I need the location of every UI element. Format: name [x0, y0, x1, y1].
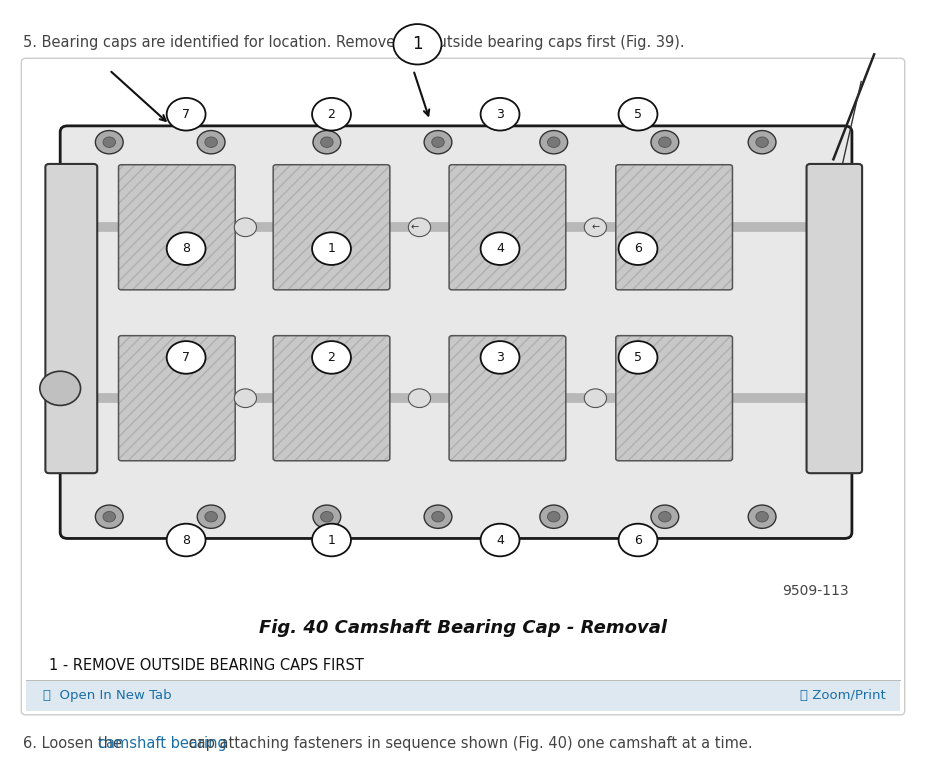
Text: 6: 6	[634, 534, 642, 546]
FancyBboxPatch shape	[60, 126, 852, 538]
FancyBboxPatch shape	[616, 336, 732, 461]
Circle shape	[312, 524, 351, 556]
FancyBboxPatch shape	[273, 336, 390, 461]
FancyBboxPatch shape	[449, 336, 566, 461]
Circle shape	[95, 505, 123, 528]
Text: 1: 1	[328, 242, 335, 255]
FancyBboxPatch shape	[119, 165, 235, 290]
Circle shape	[103, 137, 116, 148]
Text: 6: 6	[634, 242, 642, 255]
Circle shape	[651, 131, 679, 154]
Circle shape	[197, 505, 225, 528]
Circle shape	[234, 389, 257, 408]
FancyBboxPatch shape	[449, 165, 566, 290]
Circle shape	[95, 131, 123, 154]
Circle shape	[205, 511, 218, 522]
Bar	[26, 680, 900, 711]
Circle shape	[658, 511, 671, 522]
Circle shape	[197, 131, 225, 154]
Text: 8: 8	[182, 242, 190, 255]
Circle shape	[547, 511, 560, 522]
Text: 5. Bearing caps are identified for location. Remove the outside bearing caps fir: 5. Bearing caps are identified for locat…	[23, 35, 684, 50]
Text: 7: 7	[182, 351, 190, 364]
Text: 🔍 Zoom/Print: 🔍 Zoom/Print	[800, 689, 886, 702]
Text: 2: 2	[328, 108, 335, 120]
Text: 5: 5	[634, 108, 642, 120]
Circle shape	[748, 131, 776, 154]
Text: camshaft bearing: camshaft bearing	[98, 736, 227, 751]
Text: ←: ←	[411, 222, 419, 232]
Circle shape	[651, 505, 679, 528]
Text: ⧉  Open In New Tab: ⧉ Open In New Tab	[43, 689, 171, 702]
Circle shape	[167, 524, 206, 556]
FancyBboxPatch shape	[21, 58, 905, 715]
Circle shape	[320, 511, 333, 522]
Circle shape	[103, 511, 116, 522]
Text: 2: 2	[328, 351, 335, 364]
Circle shape	[40, 371, 81, 406]
Circle shape	[481, 341, 519, 374]
FancyBboxPatch shape	[273, 165, 390, 290]
Text: 9509-113: 9509-113	[782, 584, 849, 598]
Circle shape	[540, 505, 568, 528]
Text: 6. Loosen the: 6. Loosen the	[23, 736, 127, 751]
FancyBboxPatch shape	[807, 164, 862, 473]
Text: 4: 4	[496, 534, 504, 546]
Circle shape	[619, 341, 657, 374]
Text: 8: 8	[182, 534, 190, 546]
Circle shape	[320, 137, 333, 148]
Circle shape	[748, 505, 776, 528]
Circle shape	[619, 98, 657, 131]
Circle shape	[424, 505, 452, 528]
Circle shape	[167, 232, 206, 265]
Circle shape	[312, 341, 351, 374]
Circle shape	[394, 24, 442, 64]
Circle shape	[234, 218, 257, 236]
Circle shape	[312, 98, 351, 131]
Circle shape	[540, 131, 568, 154]
Circle shape	[167, 341, 206, 374]
Circle shape	[408, 218, 431, 236]
Text: cap attaching fasteners in sequence shown (Fig. 40) one camshaft at a time.: cap attaching fasteners in sequence show…	[184, 736, 753, 751]
Text: 4: 4	[496, 242, 504, 255]
Circle shape	[756, 137, 769, 148]
Circle shape	[432, 511, 444, 522]
Circle shape	[584, 218, 607, 236]
Circle shape	[205, 137, 218, 148]
Circle shape	[481, 98, 519, 131]
Circle shape	[658, 137, 671, 148]
Text: 7: 7	[182, 108, 190, 120]
Text: ←: ←	[592, 222, 599, 232]
Text: Fig. 40 Camshaft Bearing Cap - Removal: Fig. 40 Camshaft Bearing Cap - Removal	[259, 618, 667, 637]
Circle shape	[408, 389, 431, 408]
Circle shape	[424, 131, 452, 154]
Circle shape	[481, 524, 519, 556]
Text: 1: 1	[328, 534, 335, 546]
Circle shape	[313, 505, 341, 528]
FancyBboxPatch shape	[119, 336, 235, 461]
Circle shape	[432, 137, 444, 148]
Text: 5: 5	[634, 351, 642, 364]
Circle shape	[312, 232, 351, 265]
Circle shape	[756, 511, 769, 522]
Text: 1: 1	[412, 35, 423, 54]
FancyBboxPatch shape	[45, 164, 97, 473]
Text: 3: 3	[496, 351, 504, 364]
Circle shape	[313, 131, 341, 154]
Text: 1 - REMOVE OUTSIDE BEARING CAPS FIRST: 1 - REMOVE OUTSIDE BEARING CAPS FIRST	[49, 658, 364, 674]
Circle shape	[167, 98, 206, 131]
FancyBboxPatch shape	[616, 165, 732, 290]
Circle shape	[481, 232, 519, 265]
Circle shape	[619, 232, 657, 265]
Text: 3: 3	[496, 108, 504, 120]
Circle shape	[619, 524, 657, 556]
Circle shape	[584, 389, 607, 408]
Circle shape	[547, 137, 560, 148]
